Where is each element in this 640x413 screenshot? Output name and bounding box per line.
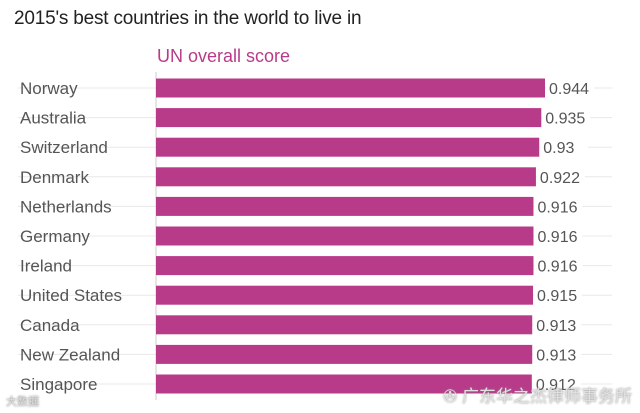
value-label-bg	[546, 78, 594, 98]
value-label: 0.944	[549, 81, 589, 98]
category-label: Ireland	[20, 257, 72, 276]
bar-norway	[156, 78, 545, 98]
bar-germany	[156, 226, 534, 246]
bar-ireland	[156, 256, 534, 276]
category-label: Australia	[20, 109, 87, 128]
value-label-bg	[534, 255, 583, 276]
series-label: UN overall score	[157, 46, 291, 66]
value-label-bg	[532, 374, 581, 394]
value-label-bg	[533, 344, 582, 365]
bar-switzerland	[156, 137, 540, 157]
value-label-bg	[540, 137, 589, 158]
value-label: 0.915	[537, 288, 577, 305]
bar-netherlands	[156, 196, 534, 216]
value-label: 0.916	[537, 259, 577, 276]
category-label: United States	[20, 286, 122, 305]
value-label-bg	[534, 226, 583, 246]
category-label: Denmark	[20, 168, 89, 187]
value-label-bg	[533, 314, 582, 335]
watermark-small: 大数据	[6, 396, 39, 408]
value-label: 0.916	[537, 229, 577, 246]
category-label: New Zealand	[20, 345, 120, 364]
value-label: 0.913	[536, 318, 576, 335]
bar-united-states	[156, 285, 534, 305]
value-label: 0.912	[536, 377, 576, 394]
category-label: Netherlands	[20, 197, 112, 216]
category-label: Norway	[20, 79, 78, 98]
wechat-icon: ✇	[443, 387, 462, 406]
category-label: Canada	[20, 316, 80, 335]
value-label-bg	[536, 166, 585, 187]
value-label: 0.913	[536, 347, 576, 364]
chart-title: 2015's best countries in the world to li…	[14, 8, 362, 29]
category-label: Switzerland	[20, 138, 108, 157]
bar-singapore	[156, 374, 532, 394]
value-label: 0.93	[543, 140, 574, 157]
category-label: Germany	[20, 227, 90, 246]
value-label: 0.916	[537, 199, 577, 216]
value-label: 0.935	[545, 111, 585, 128]
value-label-bg	[542, 107, 591, 128]
bar-canada	[156, 315, 533, 335]
value-label-bg	[534, 196, 583, 217]
value-label-bg	[534, 285, 583, 306]
category-label: Singapore	[20, 375, 98, 394]
value-label: 0.922	[540, 170, 580, 187]
watermark-brand: ✇ 广东华之杰律师事务所	[443, 382, 632, 407]
bar-australia	[156, 108, 542, 128]
bar-denmark	[156, 167, 536, 187]
watermark-brand-text: 广东华之杰律师事务所	[462, 387, 632, 406]
bar-new-zealand	[156, 344, 533, 364]
